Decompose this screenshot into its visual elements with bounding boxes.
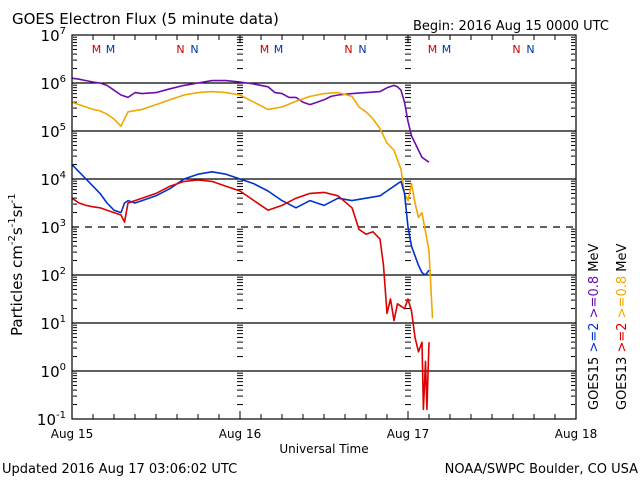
y-tick-exponent: 0 [60,362,66,373]
y-tick-label: 104 [41,170,66,189]
legend-entry: >=0.8 [587,276,602,323]
mn-marker: N [512,43,520,56]
y-tick-base: 10 [41,27,60,45]
y-tick-label: 100 [41,362,66,381]
y-tick-exponent: 5 [60,122,66,133]
y-tick-base: 10 [41,315,60,333]
y-label-s: s [8,227,26,235]
y-tick-label: 101 [41,314,66,333]
y-tick-exponent: -1 [56,410,66,421]
y-label-exp3: -1 [7,193,18,203]
x-tick-label: Aug 16 [219,427,262,441]
y-tick-label: 107 [41,26,66,45]
legend-column: GOES13 >=2 >=0.8 MeV [615,244,630,410]
y-tick-label: 106 [41,74,66,93]
legend-entry: >=2 [615,322,630,356]
series-line [71,164,430,276]
legend-entry: MeV [615,244,630,276]
legend-entry: GOES15 [587,357,602,410]
mn-marker: N [176,43,184,56]
mn-marker: N [526,43,534,56]
mn-marker: M [428,43,438,56]
legend-entry: MeV [587,244,602,276]
footer-updated: Updated 2016 Aug 17 03:06:02 UTC [2,462,237,477]
legend-entry: >=0.8 [615,276,630,323]
y-tick-exponent: 6 [60,74,66,85]
y-label-main: Particles cm [8,245,26,336]
begin-label: Begin: 2016 Aug 15 0000 UTC [413,19,609,34]
y-tick-exponent: 2 [60,266,66,277]
tick-layer [71,35,577,419]
y-tick-base: 10 [37,411,56,429]
y-tick-base: 10 [41,171,60,189]
mn-marker: M [106,43,116,56]
mn-marker: M [274,43,284,56]
mn-marker: M [260,43,270,56]
grid-layer [72,82,576,372]
mn-marker: N [344,43,352,56]
mn-marker: N [190,43,198,56]
series-line [71,179,430,411]
series-line [71,77,430,163]
y-tick-exponent: 7 [60,26,66,37]
y-tick-exponent: 1 [60,314,66,325]
series-layer [71,77,434,411]
legend-entry: >=2 [587,322,602,356]
y-tick-base: 10 [41,123,60,141]
chart-title: GOES Electron Flux (5 minute data) [12,10,279,28]
y-tick-base: 10 [41,75,60,93]
plot-frame [71,34,577,420]
y-tick-label: 103 [41,218,66,237]
mn-marker: M [442,43,452,56]
series-line [71,90,434,319]
x-axis-label: Universal Time [279,442,368,456]
y-tick-label: 102 [41,266,66,285]
footer-credit: NOAA/SWPC Boulder, CO USA [445,462,638,477]
y-tick-label: 10-1 [37,410,66,429]
y-label-exp2: -1 [7,217,18,227]
y-tick-base: 10 [41,363,60,381]
y-tick-exponent: 4 [60,170,66,181]
x-tick-label: Aug 18 [555,427,598,441]
mn-marker: N [358,43,366,56]
legend-entry: GOES13 [615,357,630,410]
x-tick-label: Aug 15 [51,427,94,441]
y-label-sr: sr [8,203,26,218]
y-tick-base: 10 [41,267,60,285]
y-tick-label: 105 [41,122,66,141]
x-tick-labels: Aug 15 Aug 16 Aug 17 Aug 18 [51,427,598,441]
mn-marker: M [92,43,102,56]
x-tick-label: Aug 17 [387,427,430,441]
legend-column: GOES15 >=2 >=0.8 MeV [587,244,602,410]
y-tick-base: 10 [41,219,60,237]
y-tick-exponent: 3 [60,218,66,229]
y-label-exp1: -2 [7,235,18,245]
y-axis-label: Particles cm-2s-1sr-1 [7,193,26,336]
